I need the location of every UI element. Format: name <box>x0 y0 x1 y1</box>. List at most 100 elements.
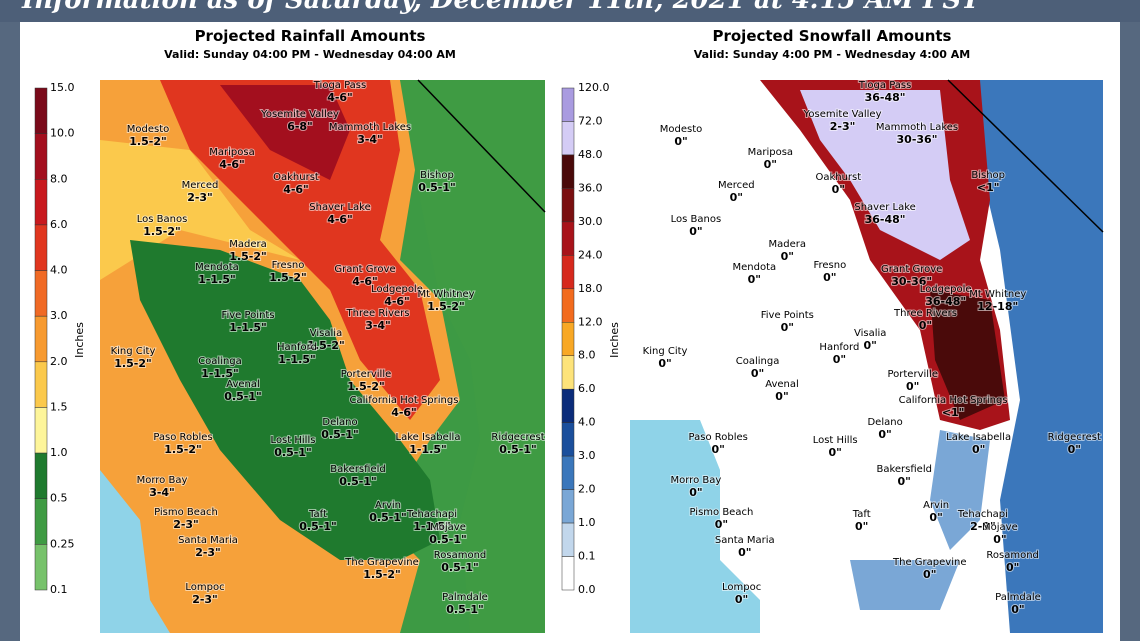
colorbar-segment <box>561 121 575 156</box>
place-amount: 0" <box>855 520 868 533</box>
place-amount: 0" <box>832 183 845 196</box>
place-amount: 3-4" <box>357 133 383 146</box>
place-name: Bakersfield <box>330 464 385 475</box>
colorbar-tick-label: 24.0 <box>578 248 603 261</box>
place-amount: 6-8" <box>287 120 313 133</box>
place-name: Mariposa <box>209 147 254 158</box>
place-amount: 0" <box>764 158 777 171</box>
place-name: Coalinga <box>736 356 780 367</box>
place-amount: 1.5-2" <box>229 250 266 263</box>
place-name: Rosamond <box>986 550 1039 561</box>
place-name: Lodgepole <box>920 284 972 295</box>
place-name: Paso Robles <box>153 432 212 443</box>
place-name: Madera <box>769 239 807 250</box>
place-name: Shaver Lake <box>854 202 915 213</box>
colorbar-segment <box>561 154 575 189</box>
place-amount: 0" <box>735 593 748 606</box>
colorbar-segment <box>34 361 48 408</box>
place-name: Grant Grove <box>881 264 942 275</box>
colorbar-segment <box>34 315 48 363</box>
place-amount: 0" <box>712 443 725 456</box>
colorbar-tick-label: 4.0 <box>50 264 68 277</box>
header-title: Information as of Saturday, December 11t… <box>21 0 982 15</box>
place-amount: 0" <box>993 533 1006 546</box>
place-amount: 0.5-1" <box>441 561 478 574</box>
place-amount: 0" <box>775 390 788 403</box>
place-amount: 1.5-2" <box>143 225 180 238</box>
place-amount: 0" <box>828 446 841 459</box>
colorbar-segment <box>561 355 575 390</box>
panel-title: Projected Rainfall Amounts <box>195 27 426 45</box>
colorbar-tick-label: 0.5 <box>50 492 68 505</box>
colorbar-segment <box>34 498 48 545</box>
colorbar-segment <box>561 489 575 524</box>
place-amount: 1-1.5" <box>278 353 315 366</box>
place-amount: 0" <box>658 357 671 370</box>
place-amount: 0" <box>751 367 764 380</box>
place-name: Morro Bay <box>671 475 722 486</box>
place-name: Three Rivers <box>346 308 410 319</box>
colorbar-tick-label: 0.25 <box>50 537 75 550</box>
place-amount: 1.5-2" <box>269 271 306 284</box>
place-amount: <1" <box>977 181 1000 194</box>
colorbar-tick-label: 0.1 <box>578 550 596 563</box>
place-name: Taft <box>852 509 871 520</box>
colorbar-segment <box>561 87 575 122</box>
place-amount: 0" <box>898 475 911 488</box>
place-name: Modesto <box>660 124 703 135</box>
place-name: Tehachapi <box>406 509 457 520</box>
place-amount: 0" <box>906 380 919 393</box>
place-amount: 1.5-2" <box>347 380 384 393</box>
place-amount: 4-6" <box>391 406 417 419</box>
place-name: Grant Grove <box>334 264 395 275</box>
place-name: Yosemite Valley <box>803 109 882 120</box>
place-name: Lompoc <box>722 582 761 593</box>
place-name: Mammoth Lakes <box>876 122 958 133</box>
place-name: California Hot Springs <box>899 395 1008 406</box>
place-amount: 0.5-1" <box>418 181 455 194</box>
place-name: Visalia <box>310 328 342 339</box>
colorbar-tick-label: 8.0 <box>50 172 68 185</box>
place-name: Shaver Lake <box>309 202 370 213</box>
place-amount: 1-1.5" <box>201 367 238 380</box>
place-name: Porterville <box>341 369 392 380</box>
place-amount: 0.5-1" <box>339 475 376 488</box>
panel-subtitle: Valid: Sunday 04:00 PM - Wednesday 04:00… <box>164 48 456 61</box>
place-name: Los Banos <box>137 214 188 225</box>
place-name: Modesto <box>127 124 170 135</box>
place-name: Arvin <box>923 500 949 511</box>
place-amount: 0.5-1" <box>499 443 536 456</box>
place-name: Mammoth Lakes <box>329 122 411 133</box>
place-name: Oakhurst <box>273 172 319 183</box>
place-amount: 0" <box>781 321 794 334</box>
place-name: Tehachapi <box>957 509 1008 520</box>
colorbar-tick-label: 10.0 <box>50 127 75 140</box>
place-name: Taft <box>308 509 327 520</box>
place-name: Yosemite Valley <box>260 109 339 120</box>
place-amount: 4-6" <box>327 213 353 226</box>
place-name: Paso Robles <box>689 432 748 443</box>
place-amount: 0" <box>1011 603 1024 616</box>
place-name: Coalinga <box>198 356 242 367</box>
place-name: Visalia <box>854 328 886 339</box>
colorbar-segment <box>561 288 575 323</box>
place-amount: 0.5-1" <box>299 520 336 533</box>
place-amount: 0" <box>715 518 728 531</box>
place-name: Mendota <box>195 262 239 273</box>
place-amount: 1.5-2" <box>164 443 201 456</box>
place-amount: 1.5-2" <box>427 300 464 313</box>
colorbar-segment <box>34 407 48 454</box>
colorbar-tick-label: 15.0 <box>50 81 75 94</box>
place-amount: 0" <box>1068 443 1081 456</box>
place-amount: 0" <box>833 353 846 366</box>
colorbar-label: Inches <box>608 322 621 358</box>
panel-subtitle: Valid: Sunday 4:00 PM - Wednesday 4:00 A… <box>694 48 970 61</box>
colorbar-tick-label: 0.0 <box>578 583 596 596</box>
panel-title: Projected Snowfall Amounts <box>712 27 951 45</box>
colorbar-segment <box>561 422 575 457</box>
colorbar-segment <box>34 544 48 591</box>
colorbar-tick-label: 1.5 <box>50 400 68 413</box>
place-amount: 30-36" <box>891 275 932 288</box>
colorbar-tick-label: 36.0 <box>578 181 603 194</box>
place-name: Fresno <box>272 260 305 271</box>
